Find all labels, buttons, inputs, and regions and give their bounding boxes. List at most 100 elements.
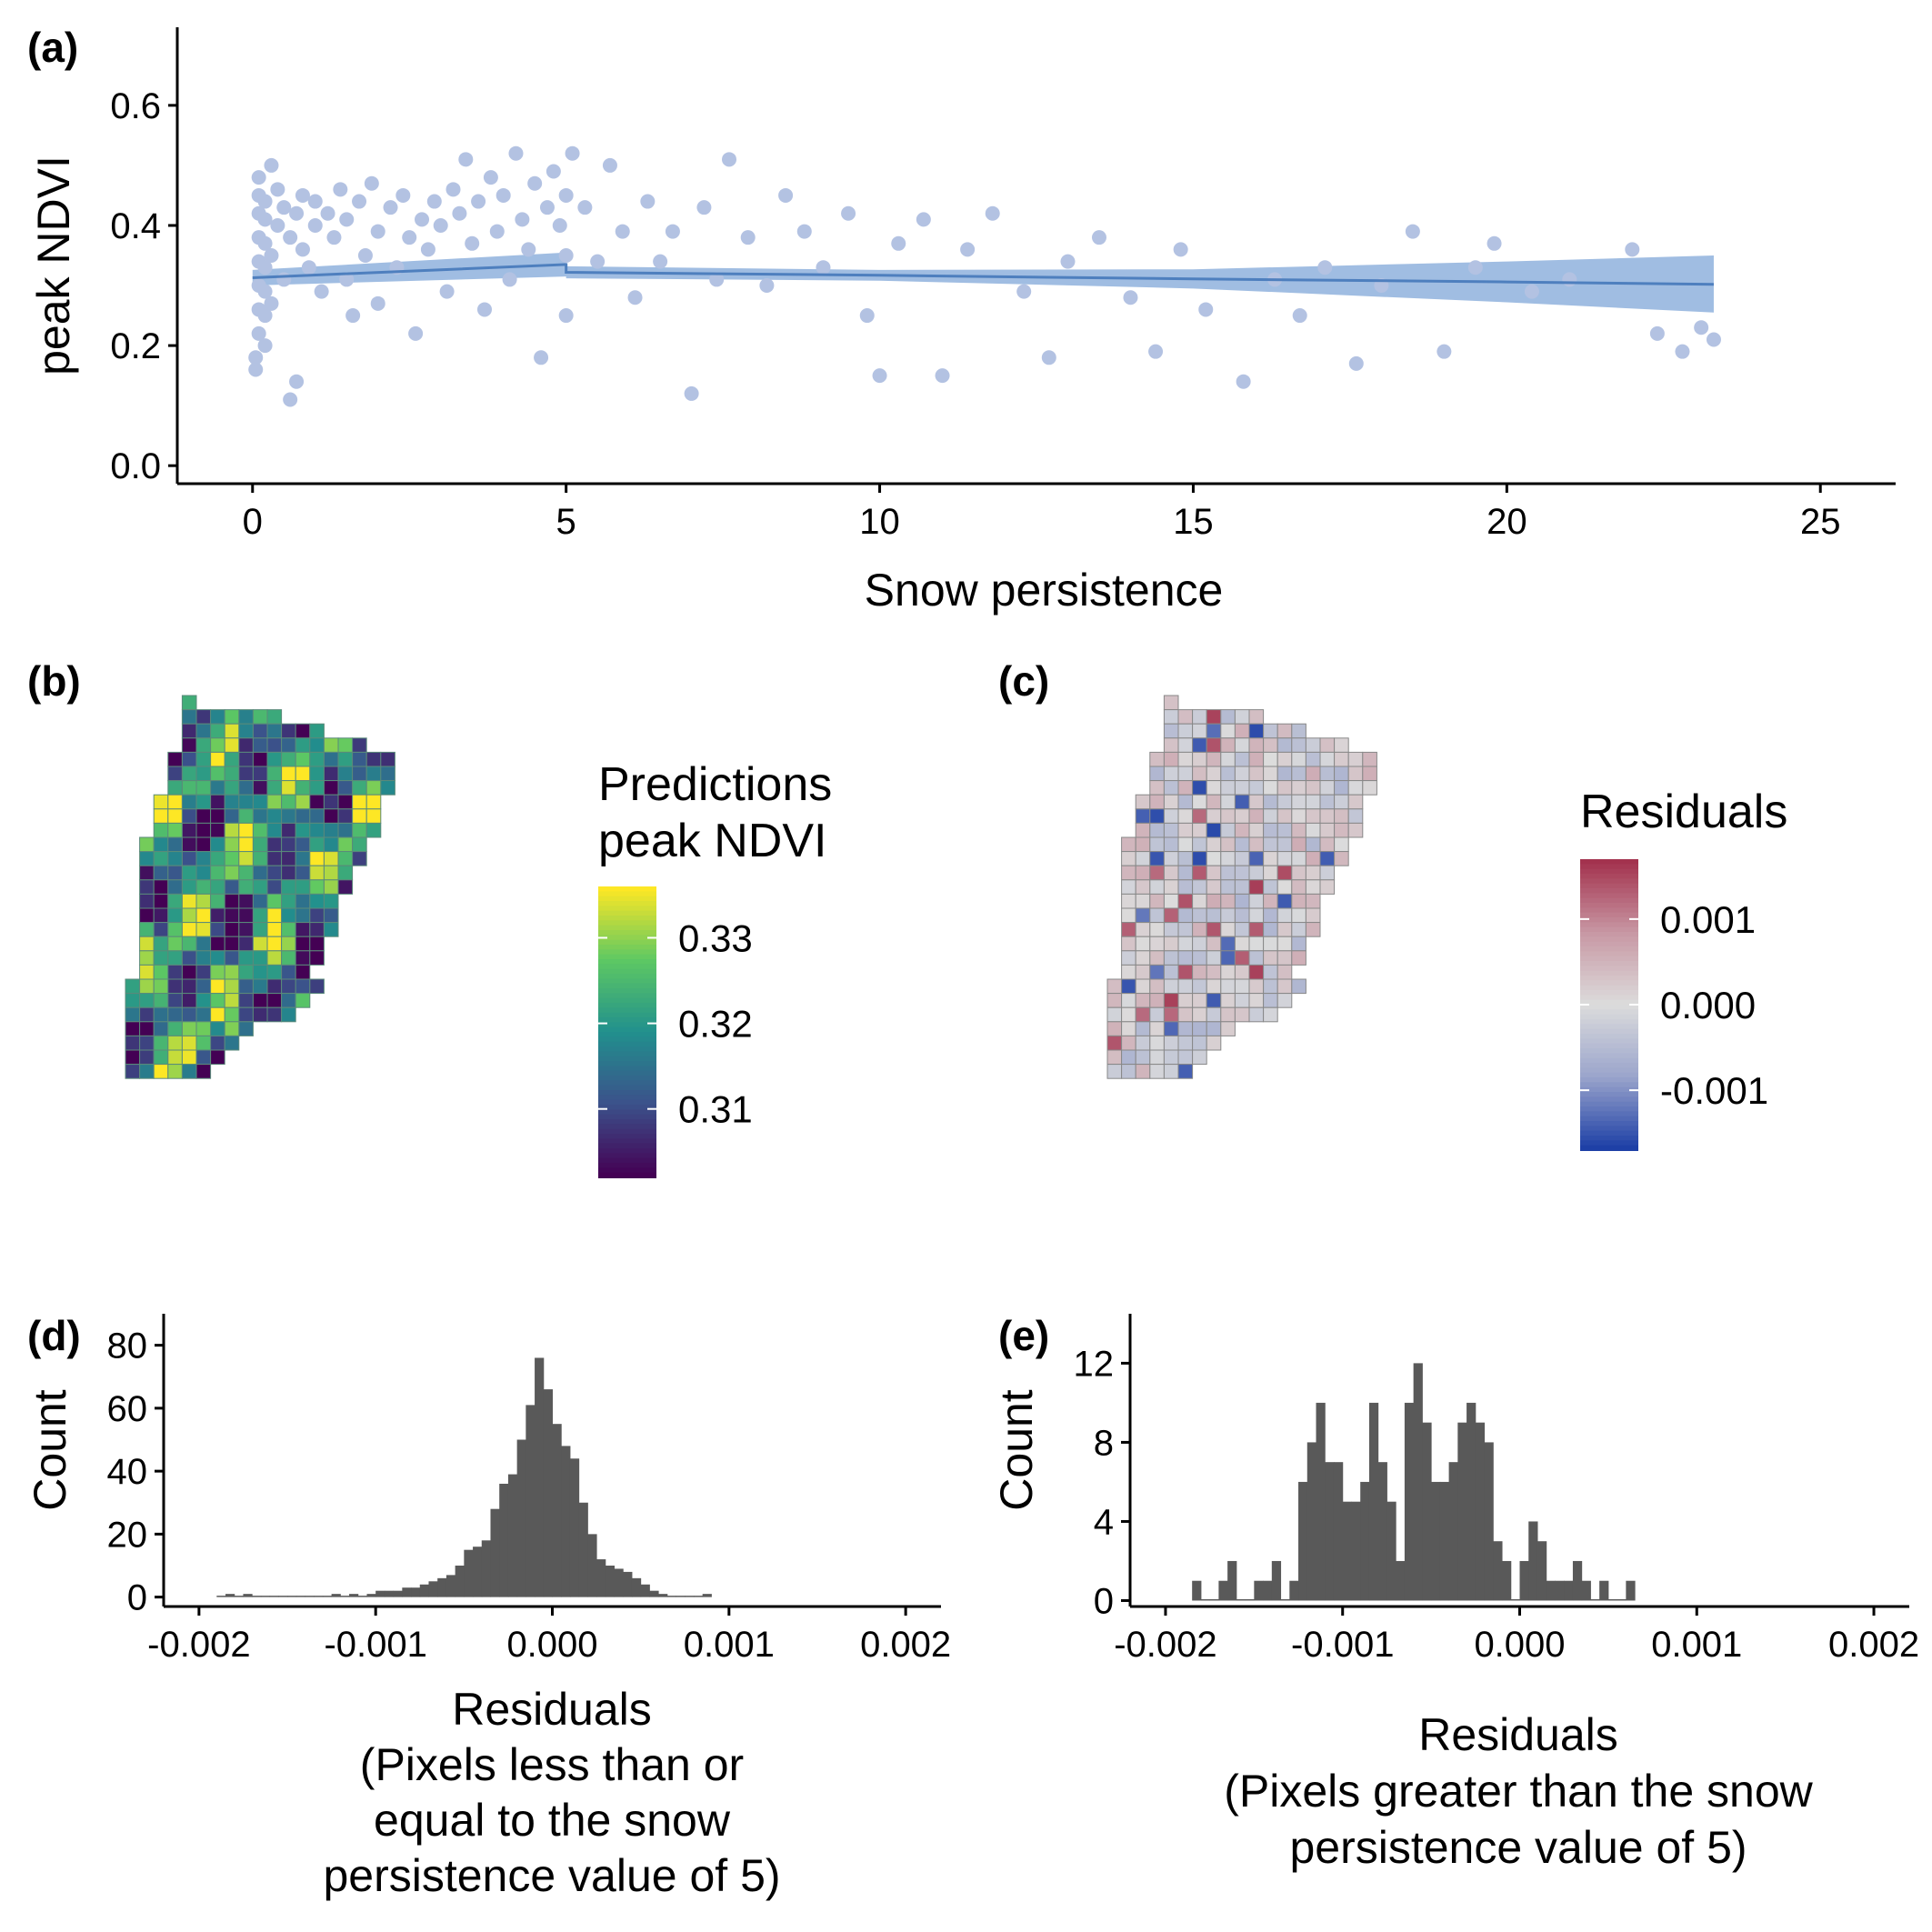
map-cell (167, 978, 183, 995)
map-cell (1347, 780, 1364, 796)
map-cell (252, 907, 268, 924)
map-cell (1305, 766, 1321, 782)
map-cell (167, 766, 183, 782)
colorbar-segment (1580, 897, 1638, 904)
map-cell (1276, 780, 1293, 796)
map-cell (195, 780, 212, 796)
map-cell (139, 907, 155, 924)
colorbar-segment (598, 916, 656, 922)
map-cell (1234, 893, 1250, 909)
data-point (602, 157, 617, 173)
histogram-bar (640, 1584, 650, 1597)
map-cell (1334, 822, 1349, 838)
map-cell (1248, 794, 1265, 810)
map-cell (309, 879, 325, 895)
histogram-bar (357, 1596, 367, 1597)
map-cell (167, 751, 183, 767)
map-cell (1347, 751, 1364, 767)
colorbar-segment (598, 1172, 656, 1178)
y-tick-label: 0.0 (110, 446, 161, 486)
colorbar-segment (1580, 1043, 1638, 1049)
map-cell (1220, 1021, 1236, 1036)
map-cell (323, 737, 339, 753)
map-cell (1177, 780, 1194, 796)
map-cell (1248, 822, 1265, 838)
map-cell (1106, 978, 1123, 995)
map-cell (238, 822, 254, 838)
colorbar-segment (1580, 941, 1638, 947)
map-cell (195, 1035, 212, 1051)
histogram-bar (1351, 1501, 1361, 1601)
colorbar-segment (598, 1061, 656, 1067)
histogram-bar (445, 1575, 456, 1597)
histogram-bar (569, 1458, 580, 1597)
data-point (935, 368, 950, 384)
map-cell (1291, 851, 1306, 866)
map-cell (1192, 808, 1207, 824)
colorbar-segment (598, 1041, 656, 1047)
map-cell (252, 865, 268, 881)
map-cell (1121, 1064, 1136, 1079)
map-cell (1291, 751, 1306, 767)
histogram-bar (1599, 1580, 1609, 1601)
map-cell (1135, 893, 1151, 909)
colorbar-segment (1580, 903, 1638, 909)
colorbar-segment (1580, 1140, 1638, 1146)
map-cell (281, 723, 296, 739)
histogram-bar (1617, 1598, 1627, 1601)
map-cell (323, 836, 339, 853)
map-cell (195, 978, 212, 995)
map-cell (1163, 836, 1179, 853)
map-cell (1305, 751, 1321, 767)
map-cell (323, 865, 339, 881)
map-cell (309, 893, 325, 909)
map-cell (1319, 851, 1336, 866)
data-point (872, 368, 887, 384)
map-cell (1291, 922, 1306, 937)
map-cell (1135, 936, 1151, 952)
map-cell (1248, 737, 1265, 753)
map-cell (1135, 822, 1151, 838)
data-point (301, 260, 316, 275)
colorbar-segment (598, 1022, 656, 1028)
map-cell (309, 766, 325, 782)
map-cell (1121, 950, 1136, 966)
data-point (295, 242, 310, 257)
panel-a-scatter-plot: 0 5 10 15 20 250.00.20.40.6 Snow persistence … (28, 27, 1896, 616)
colorbar-label: 0.32 (678, 1003, 753, 1046)
map-cell (1291, 907, 1306, 924)
map-cell (1220, 893, 1236, 909)
data-point (402, 230, 417, 245)
map-cell (1291, 879, 1306, 895)
colorbar-segment (1580, 878, 1638, 885)
map-cell (1334, 794, 1349, 810)
map-cell (295, 780, 311, 796)
histogram-bar (349, 1594, 359, 1597)
map-cell (266, 780, 283, 796)
map-cell (1276, 751, 1293, 767)
colorbar-segment (598, 910, 656, 916)
map-cell (1206, 964, 1222, 980)
colorbar-segment (598, 939, 656, 946)
map-cell (266, 822, 283, 838)
colorbar-segment (1580, 868, 1638, 875)
map-cell (281, 808, 296, 824)
map-cell (153, 851, 169, 866)
map-cell (266, 766, 283, 782)
y-tick-label: 12 (1074, 1344, 1115, 1384)
histogram-bar (666, 1596, 677, 1597)
map-cell (1248, 879, 1265, 895)
map-cell (266, 723, 283, 739)
data-point (534, 350, 549, 365)
map-cell (281, 836, 296, 853)
data-point (816, 260, 831, 275)
colorbar-segment (1580, 1086, 1638, 1093)
colorbar-segment (598, 920, 656, 926)
data-point (364, 175, 379, 191)
data-point (248, 362, 264, 377)
histogram-bar (331, 1594, 341, 1597)
map-cell (210, 822, 225, 838)
map-cell (1291, 794, 1306, 810)
map-cell (309, 723, 325, 739)
colorbar-segment (1580, 1101, 1638, 1107)
